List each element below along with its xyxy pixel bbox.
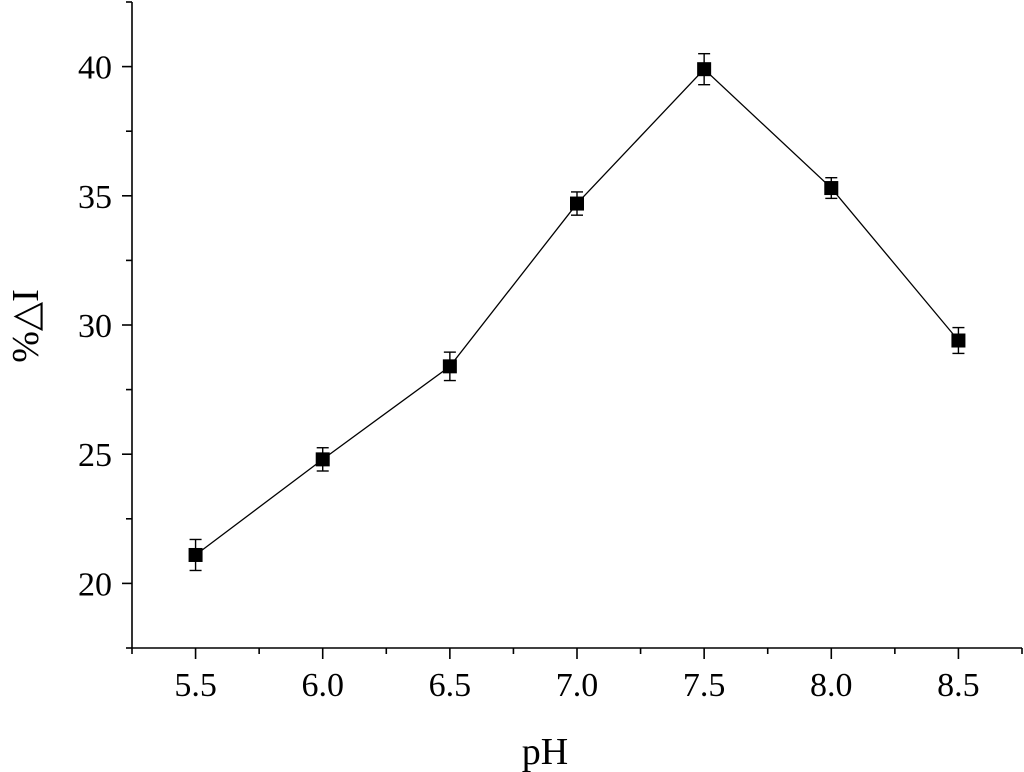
- x-tick-label: 8.5: [937, 667, 980, 704]
- data-point: [188, 547, 203, 562]
- series: [188, 52, 966, 572]
- data-point: [570, 196, 584, 211]
- y-tick-label: 20: [78, 566, 112, 603]
- y-tick-label: 40: [78, 50, 112, 87]
- data-point: [442, 359, 457, 374]
- labels: pH %△I: [5, 289, 568, 772]
- ticks: 5.5 6.0 6.5 7.0 7.5 8.0 8.5 20 25 30 35 40: [78, 1, 1023, 704]
- x-tick-label: 6.0: [301, 667, 344, 704]
- y-axis-title: %△I: [5, 289, 47, 363]
- y-tick-label: 35: [78, 179, 112, 216]
- data-point: [315, 452, 330, 467]
- data-point: [697, 62, 712, 77]
- data-point: [951, 333, 966, 348]
- axes: [131, 2, 1022, 649]
- x-tick-label: 7.0: [556, 667, 599, 704]
- x-tick-label: 8.0: [810, 667, 853, 704]
- y-tick-label: 25: [78, 437, 112, 474]
- series-line: [195, 68, 959, 556]
- x-tick-label: 7.5: [683, 667, 726, 704]
- x-tick-label: 6.5: [429, 667, 472, 704]
- data-point: [824, 181, 839, 196]
- x-axis-title: pH: [522, 731, 568, 772]
- y-tick-label: 30: [78, 308, 112, 345]
- x-tick-label: 5.5: [174, 667, 217, 704]
